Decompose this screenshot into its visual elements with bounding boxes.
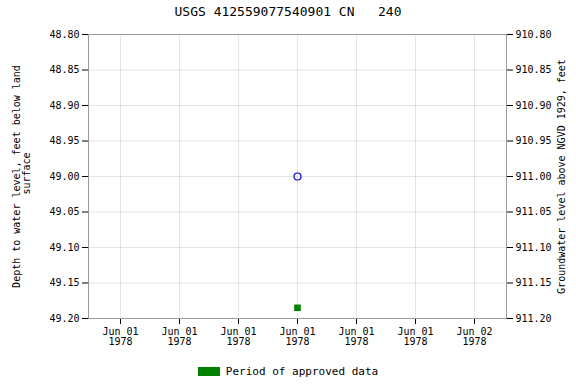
svg-text:910.80: 910.80 (516, 29, 552, 40)
svg-text:49.00: 49.00 (49, 171, 79, 182)
svg-text:911.20: 911.20 (516, 313, 552, 324)
svg-text:49.15: 49.15 (49, 277, 79, 288)
svg-text:48.95: 48.95 (49, 135, 79, 146)
svg-text:911.15: 911.15 (516, 277, 552, 288)
svg-text:910.95: 910.95 (516, 135, 552, 146)
svg-text:911.10: 911.10 (516, 242, 552, 253)
svg-text:910.90: 910.90 (516, 100, 552, 111)
svg-text:Jun 011978: Jun 011978 (338, 326, 374, 347)
svg-text:Jun 011978: Jun 011978 (279, 326, 315, 347)
svg-text:49.05: 49.05 (49, 206, 79, 217)
svg-text:48.90: 48.90 (49, 100, 79, 111)
svg-text:48.80: 48.80 (49, 29, 79, 40)
html-text:USGS 412559077540901 CN 240: USGS 412559077540901 CN 240 (174, 4, 402, 19)
svg-text:Jun 011978: Jun 011978 (397, 326, 433, 347)
svg-text:Jun 011978: Jun 011978 (161, 326, 197, 347)
html-text:Period of approved data: Period of approved data (225, 364, 379, 378)
svg-text:910.85: 910.85 (516, 64, 552, 75)
svg-text:Groundwater level above NGVD 1: Groundwater level above NGVD 1929, feet (556, 59, 567, 294)
svg-text:49.10: 49.10 (49, 242, 79, 253)
svg-text:911.05: 911.05 (516, 206, 552, 217)
svg-text:48.85: 48.85 (49, 64, 79, 75)
svg-text:911.00: 911.00 (516, 171, 552, 182)
svg-text:Jun 011978: Jun 011978 (102, 326, 138, 347)
svg-text:Jun 021978: Jun 021978 (456, 326, 492, 347)
svg-text:Jun 011978: Jun 011978 (220, 326, 256, 347)
svg-text:Depth to water level, feet bel: Depth to water level, feet below land su… (11, 65, 32, 288)
svg-text:49.20: 49.20 (49, 313, 79, 324)
